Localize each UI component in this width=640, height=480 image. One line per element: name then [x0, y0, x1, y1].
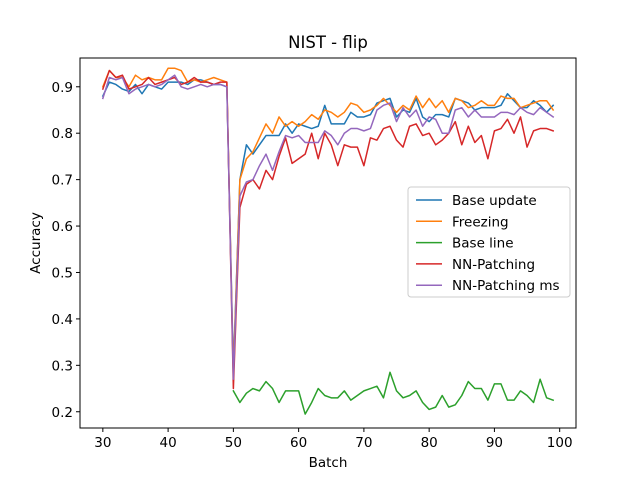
series-line-nn-patching-ms — [101, 74, 555, 380]
x-tick-label: 100 — [547, 435, 573, 451]
legend-label: NN-Patching — [452, 257, 535, 273]
legend-label: Base update — [452, 193, 537, 209]
y-tick-label: 0.6 — [52, 219, 73, 235]
y-tick-label: 0.7 — [52, 173, 73, 189]
y-tick-label: 0.2 — [52, 405, 73, 421]
y-axis-label: Accuracy — [28, 212, 44, 274]
y-tick-label: 0.3 — [52, 358, 73, 374]
legend-label: Base line — [452, 236, 514, 252]
x-tick-label: 70 — [355, 435, 372, 451]
chart-title: NIST - flip — [288, 33, 368, 52]
x-axis-label: Batch — [309, 455, 348, 471]
plot-frame — [79, 57, 577, 429]
series-line-base-line — [232, 371, 555, 415]
x-tick-label: 80 — [421, 435, 438, 451]
series-layer — [101, 67, 555, 415]
x-tick-label: 40 — [160, 435, 177, 451]
y-tick-label: 0.9 — [52, 80, 73, 96]
y-axis-ticks: 0.2 0.3 0.4 0.5 0.6 0.7 0.8 0.9 — [52, 80, 80, 421]
x-tick-label: 90 — [486, 435, 503, 451]
y-tick-label: 0.5 — [52, 265, 73, 281]
legend-label: NN-Patching ms — [452, 278, 560, 294]
legend-label: Freezing — [452, 214, 509, 230]
legend-items: Base update Freezing Base line NN-Patching N… — [416, 193, 560, 294]
x-tick-label: 60 — [290, 435, 307, 451]
y-tick-label: 0.4 — [52, 312, 73, 328]
y-tick-label: 0.8 — [52, 126, 73, 142]
series-line-freezing — [101, 67, 555, 376]
legend-box — [407, 186, 571, 298]
x-tick-label: 50 — [225, 435, 242, 451]
legend: Base update Freezing Base line NN-Patching N… — [407, 186, 571, 298]
x-axis-ticks: 30 40 50 60 70 80 90 100 — [94, 428, 573, 451]
x-tick-label: 30 — [94, 435, 111, 451]
